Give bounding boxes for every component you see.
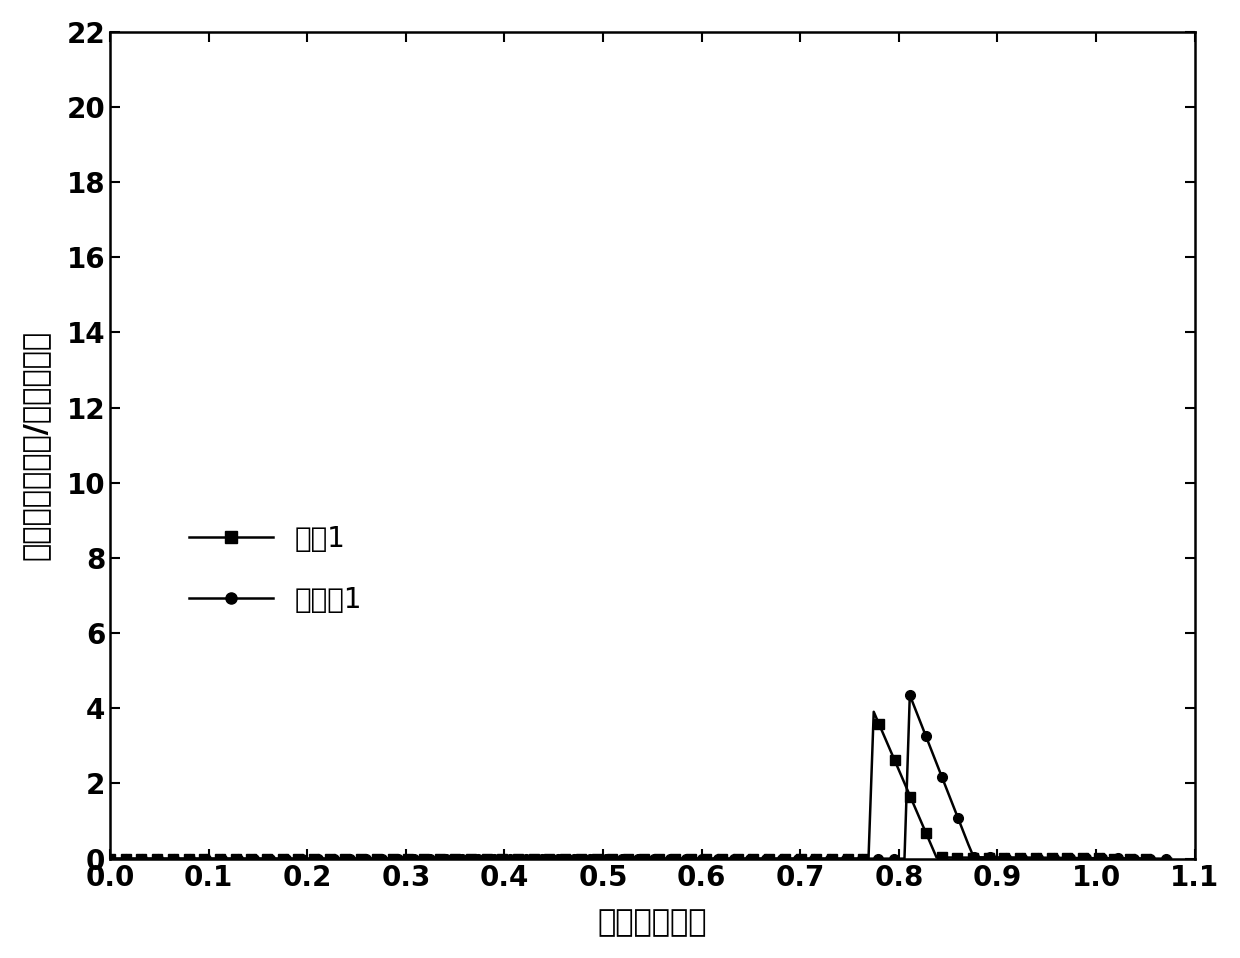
Legend: 对比1, 实施外1: 对比1, 实施外1	[179, 513, 373, 625]
Y-axis label: 电流密度（毫安/平方厘米）: 电流密度（毫安/平方厘米）	[21, 331, 50, 560]
X-axis label: 电压（伏特）: 电压（伏特）	[598, 908, 707, 937]
